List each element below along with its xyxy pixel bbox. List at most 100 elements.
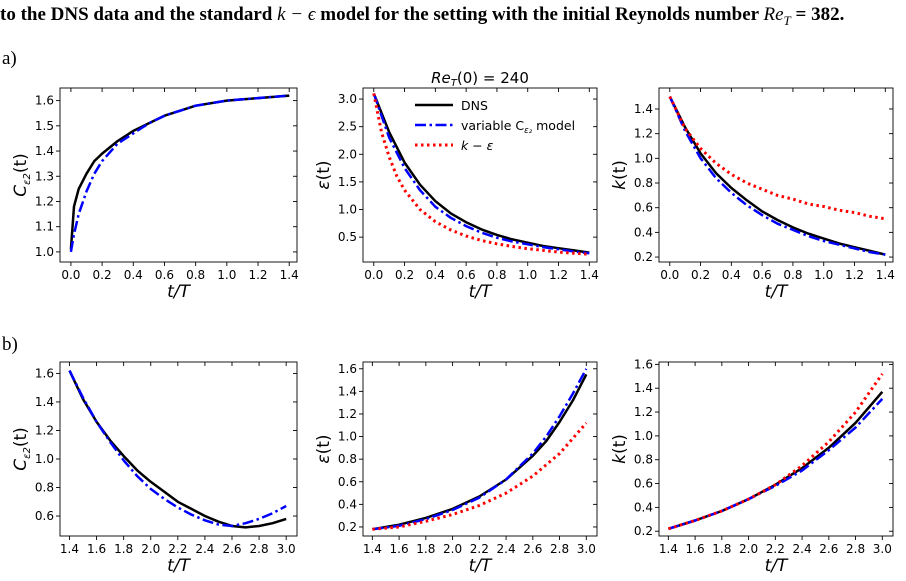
y-tick-label: 0.6	[338, 475, 357, 489]
x-axis-label: t/T	[469, 282, 493, 302]
legend-keps-text: k − ε	[461, 138, 494, 153]
y-axis-label: Cε2(t)	[11, 153, 33, 197]
y-tick-label: 1.0	[338, 203, 357, 217]
y-tick-label: 1.2	[634, 405, 653, 419]
x-tick-label: 0.0	[660, 268, 679, 282]
panel-title: ReT(0) = 240	[431, 69, 529, 89]
x-tick-label: 2.6	[523, 542, 542, 556]
y-tick-label: 0.2	[634, 250, 653, 264]
y-tick-label: 0.6	[634, 201, 653, 215]
y-tick-label: 0.6	[634, 477, 653, 491]
plot-frame	[362, 87, 598, 263]
caption-middle: model for the setting with the initial R…	[315, 4, 764, 25]
y-axis-label: ε(t)	[314, 160, 334, 189]
x-tick-label: 0.4	[124, 268, 143, 282]
series-dns-line	[668, 96, 886, 256]
y-tick-label: 0.4	[634, 225, 653, 239]
y-tick-label: 1.0	[35, 245, 54, 259]
x-tick-label: 1.8	[114, 542, 133, 556]
y-tick-label: 0.8	[634, 176, 653, 190]
x-tick-label: 1.8	[416, 542, 435, 556]
x-tick-label: 1.2	[845, 268, 864, 282]
series-variable-line	[69, 94, 290, 253]
y-axis-label: ε(t)	[314, 434, 334, 463]
figure-caption: to the DNS data and the standard k − ϵ m…	[0, 0, 906, 34]
x-tick-label: 1.2	[549, 268, 568, 282]
y-tick-label: 0.4	[634, 500, 653, 514]
y-tick-label: 1.4	[35, 395, 54, 409]
x-tick-label: 1.4	[363, 542, 382, 556]
x-tick-label: 2.0	[141, 542, 160, 556]
caption-prefix: to the DNS data and the standard	[0, 4, 278, 25]
series-dns-line	[668, 390, 884, 530]
panel-a1: 0.0 0.2 0.4 0.6 0.8 1.0 1.2 1.4 1.0 1.1 1.2 1.3 1.4 1…	[11, 87, 299, 302]
panel-b1: 1.4 1.6 1.8 2.0 2.2 2.4 2.6 2.8 3.0 0.6 0.8 1.0 1.2 1…	[11, 361, 298, 576]
x-axis-label: t/T	[167, 556, 191, 576]
y-tick-label: 1.4	[338, 384, 357, 398]
x-tick-label: 1.8	[712, 542, 731, 556]
x-tick-label: 2.4	[497, 542, 516, 556]
x-tick-label: 0.8	[783, 268, 802, 282]
x-tick-label: 1.0	[518, 268, 537, 282]
y-label-rest: (t)	[314, 160, 334, 180]
legend-label-dns: DNS	[461, 98, 488, 113]
x-tick-label: 3.0	[873, 542, 892, 556]
y-tick-label: 1.1	[35, 220, 54, 234]
title-rest: (0) = 240	[457, 69, 529, 87]
y-tick-label: 1.0	[634, 151, 653, 165]
x-tick-label: 2.8	[846, 542, 865, 556]
x-tick-label: 1.4	[60, 542, 79, 556]
y-axis-label: Cε2(t)	[11, 427, 33, 471]
x-tick-label: 2.2	[470, 542, 489, 556]
x-tick-label: 1.4	[659, 542, 678, 556]
x-tick-label: 0.6	[155, 268, 174, 282]
x-tick-label: 1.6	[390, 542, 409, 556]
y-label-sub: ε2	[22, 447, 33, 459]
legend: DNS variable Cε₂ model k − ε	[415, 98, 575, 153]
y-tick-label: 1.6	[338, 362, 357, 376]
series-dns-line	[69, 94, 290, 250]
y-tick-label: 1.4	[634, 102, 653, 116]
y-label-c: C	[11, 459, 31, 471]
x-tick-label: 1.0	[217, 268, 236, 282]
x-tick-label: 0.8	[186, 268, 205, 282]
plot-frame	[658, 87, 894, 263]
y-tick-label: 1.0	[338, 430, 357, 444]
x-tick-label: 0.4	[426, 268, 445, 282]
x-tick-label: 0.4	[722, 268, 741, 282]
row-label-b: b)	[2, 334, 18, 355]
x-tick-label: 1.6	[87, 542, 106, 556]
y-label-symbol: k	[610, 453, 630, 464]
x-tick-label: 2.0	[739, 542, 758, 556]
x-tick-label: 3.0	[277, 542, 296, 556]
y-tick-label: 1.4	[35, 144, 54, 158]
caption-re-value: = 382.	[790, 4, 845, 25]
x-tick-label: 1.0	[814, 268, 833, 282]
x-tick-label: 2.4	[793, 542, 812, 556]
y-tick-label: 0.2	[634, 524, 653, 538]
series-dns-line	[68, 370, 287, 529]
legend-label-keps: k − ε	[461, 138, 494, 153]
series-keps-line	[372, 93, 590, 256]
y-tick-label: 1.0	[634, 429, 653, 443]
x-tick-label: 0.0	[364, 268, 383, 282]
x-tick-label: 2.6	[222, 542, 241, 556]
x-axis-label: t/T	[469, 556, 493, 576]
x-tick-label: 1.4	[580, 268, 599, 282]
plot-frame	[59, 87, 298, 263]
y-tick-label: 1.6	[35, 94, 54, 108]
series-variable-line	[372, 368, 588, 531]
x-tick-label: 2.8	[550, 542, 569, 556]
x-tick-label: 1.4	[876, 268, 895, 282]
x-tick-label: 1.6	[686, 542, 705, 556]
x-tick-label: 0.6	[753, 268, 772, 282]
legend-label-variable: variable Cε₂ model	[461, 118, 575, 136]
y-tick-label: 1.2	[35, 423, 54, 437]
legend-variable-text: variable C	[461, 118, 524, 133]
x-tick-label: 1.2	[248, 268, 267, 282]
series-keps-line	[667, 373, 884, 531]
y-tick-label: 0.2	[338, 520, 357, 534]
x-tick-label: 0.0	[61, 268, 80, 282]
y-label-symbol: k	[610, 179, 630, 190]
y-tick-label: 0.5	[338, 230, 357, 244]
